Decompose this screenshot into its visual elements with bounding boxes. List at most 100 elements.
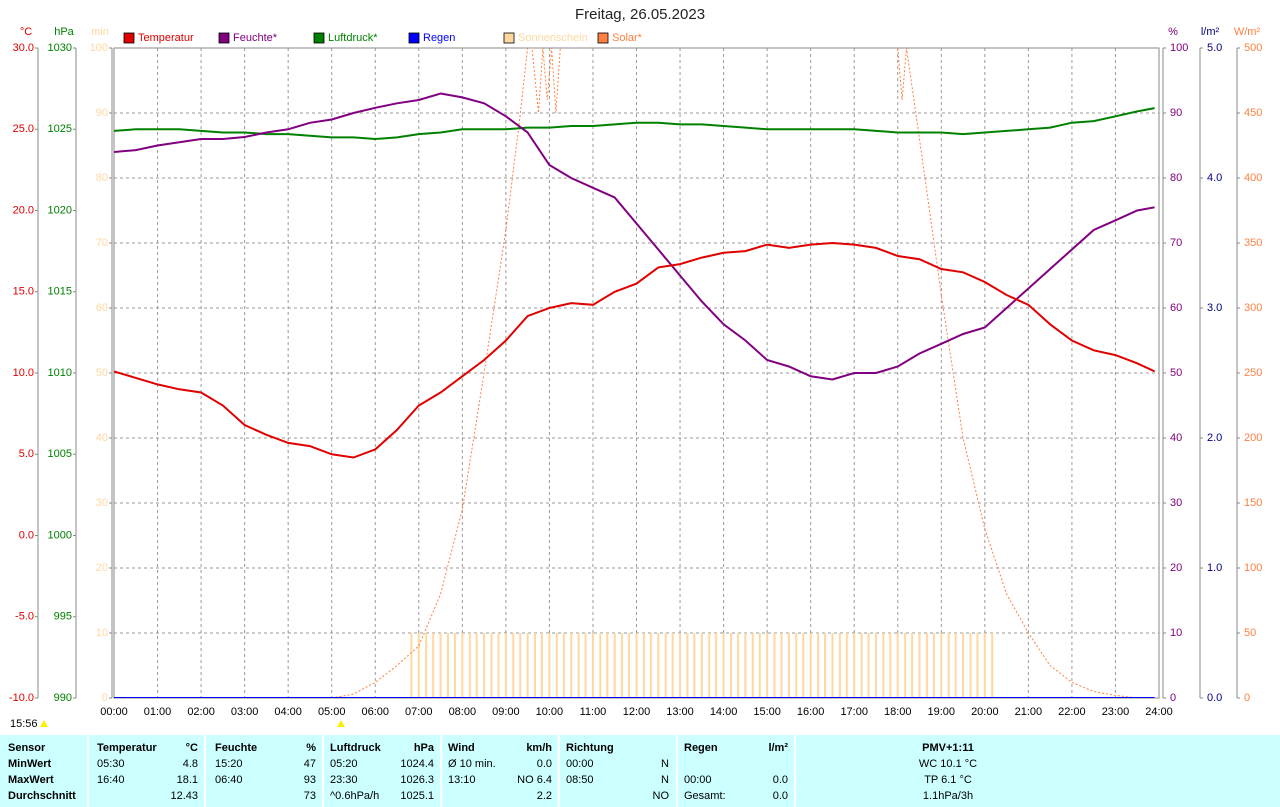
table-cell: 0.0	[537, 758, 552, 770]
legend-label: Sonnenschein	[518, 32, 588, 44]
tick-label: -5.0	[15, 611, 34, 623]
x-tick-label: 05:00	[318, 706, 346, 718]
tick-label: 1030	[48, 42, 72, 54]
tick-label: 40	[96, 432, 108, 444]
tick-label: 350	[1244, 237, 1262, 249]
axis-unit: l/m²	[1201, 26, 1220, 38]
table-cell: 23:30	[330, 774, 358, 786]
tick-label: 1020	[48, 204, 72, 216]
table-cell: NO 6.4	[517, 774, 552, 786]
tick-label: 0.0	[1207, 692, 1222, 704]
chart-title: Freitag, 26.05.2023	[575, 6, 705, 23]
x-tick-label: 02:00	[187, 706, 215, 718]
tick-label: 25.0	[13, 123, 34, 135]
table-cell: 16:40	[97, 774, 125, 786]
tick-label: 0.0	[19, 529, 34, 541]
legend-label: Luftdruck*	[328, 32, 378, 44]
tick-label: 50	[1244, 627, 1256, 639]
marker	[40, 720, 48, 727]
tick-label: 400	[1244, 172, 1262, 184]
axis-unit: %	[1168, 26, 1178, 38]
axis-unit: min	[91, 26, 109, 38]
x-tick-label: 03:00	[231, 706, 259, 718]
x-tick-label: 16:00	[797, 706, 825, 718]
table-cell: TP 6.1 °C	[924, 774, 972, 786]
tick-label: 1000	[48, 529, 72, 541]
tick-label: 2.0	[1207, 432, 1222, 444]
table-header: %	[306, 742, 316, 754]
x-tick-label: 04:00	[274, 706, 302, 718]
tick-label: 60	[1170, 302, 1182, 314]
tick-label: 80	[1170, 172, 1182, 184]
table-cell: 1.1hPa/3h	[923, 790, 973, 802]
plot-area	[114, 48, 1156, 698]
tick-label: 10	[96, 627, 108, 639]
x-tick-label: 12:00	[623, 706, 651, 718]
table-cell: 1024.4	[400, 758, 434, 770]
series-line	[114, 241, 1156, 459]
table-cell: WC 10.1 °C	[919, 758, 977, 770]
x-tick-label: 11:00	[580, 706, 607, 718]
tick-label: 100	[90, 42, 108, 54]
table-cell: 1025.1	[400, 790, 434, 802]
table-cell: 00:00	[684, 774, 712, 786]
table-header: Richtung	[566, 742, 614, 754]
x-tick-label: 14:00	[710, 706, 738, 718]
time-label: 15:56	[10, 718, 38, 730]
tick-label: 1.0	[1207, 562, 1222, 574]
table-cell: 0.0	[773, 790, 788, 802]
x-tick-label: 09:00	[492, 706, 520, 718]
tick-label: 30.0	[13, 42, 34, 54]
tick-label: 20	[1170, 562, 1182, 574]
table-cell: 93	[304, 774, 316, 786]
tick-label: 250	[1244, 367, 1262, 379]
tick-label: 30	[1170, 497, 1182, 509]
tick-label: 4.0	[1207, 172, 1222, 184]
x-tick-label: 23:00	[1102, 706, 1130, 718]
table-cell: 15:20	[215, 758, 243, 770]
tick-label: 0	[102, 692, 108, 704]
table-cell: 06:40	[215, 774, 243, 786]
tick-label: 1005	[48, 448, 72, 460]
table-cell: 12.43	[170, 790, 198, 802]
table-cell: ^0.6hPa/h	[330, 790, 379, 802]
tick-label: 30	[96, 497, 108, 509]
row-label: Durchschnitt	[8, 790, 76, 802]
table-header: Feuchte	[215, 742, 257, 754]
legend-label: Solar*	[612, 32, 643, 44]
table-cell: 00:00	[566, 758, 594, 770]
row-label: MinWert	[8, 758, 52, 770]
table-cell: Ø 10 min.	[448, 758, 496, 770]
tick-label: 10	[1170, 627, 1182, 639]
tick-label: 450	[1244, 107, 1262, 119]
tick-label: 100	[1170, 42, 1188, 54]
x-tick-label: 01:00	[144, 706, 172, 718]
table-cell: 08:50	[566, 774, 594, 786]
table-cell: 1026.3	[400, 774, 434, 786]
table-cell: 2.2	[537, 790, 552, 802]
tick-label: 1015	[48, 286, 72, 298]
legend-swatch	[503, 32, 515, 44]
axis-unit: hPa	[54, 26, 74, 38]
tick-label: 5.0	[1207, 42, 1222, 54]
tick-label: 0	[1170, 692, 1176, 704]
x-tick-label: 22:00	[1058, 706, 1086, 718]
tick-label: 15.0	[13, 286, 34, 298]
tick-label: 0	[1244, 692, 1250, 704]
table-cell: 05:20	[330, 758, 358, 770]
x-tick-label: 20:00	[971, 706, 999, 718]
tick-label: 150	[1244, 497, 1262, 509]
table-header: km/h	[526, 742, 552, 754]
x-tick-label: 08:00	[449, 706, 477, 718]
marker	[337, 720, 345, 727]
tick-label: 300	[1244, 302, 1262, 314]
legend-swatch	[123, 32, 135, 44]
table-cell: N	[661, 774, 669, 786]
table-cell: Gesamt:	[684, 790, 726, 802]
table-cell: NO	[653, 790, 670, 802]
table-header: Luftdruck	[330, 742, 382, 754]
table-header: Sensor	[8, 742, 46, 754]
tick-label: 20	[96, 562, 108, 574]
tick-label: 80	[96, 172, 108, 184]
tick-label: 5.0	[19, 448, 34, 460]
